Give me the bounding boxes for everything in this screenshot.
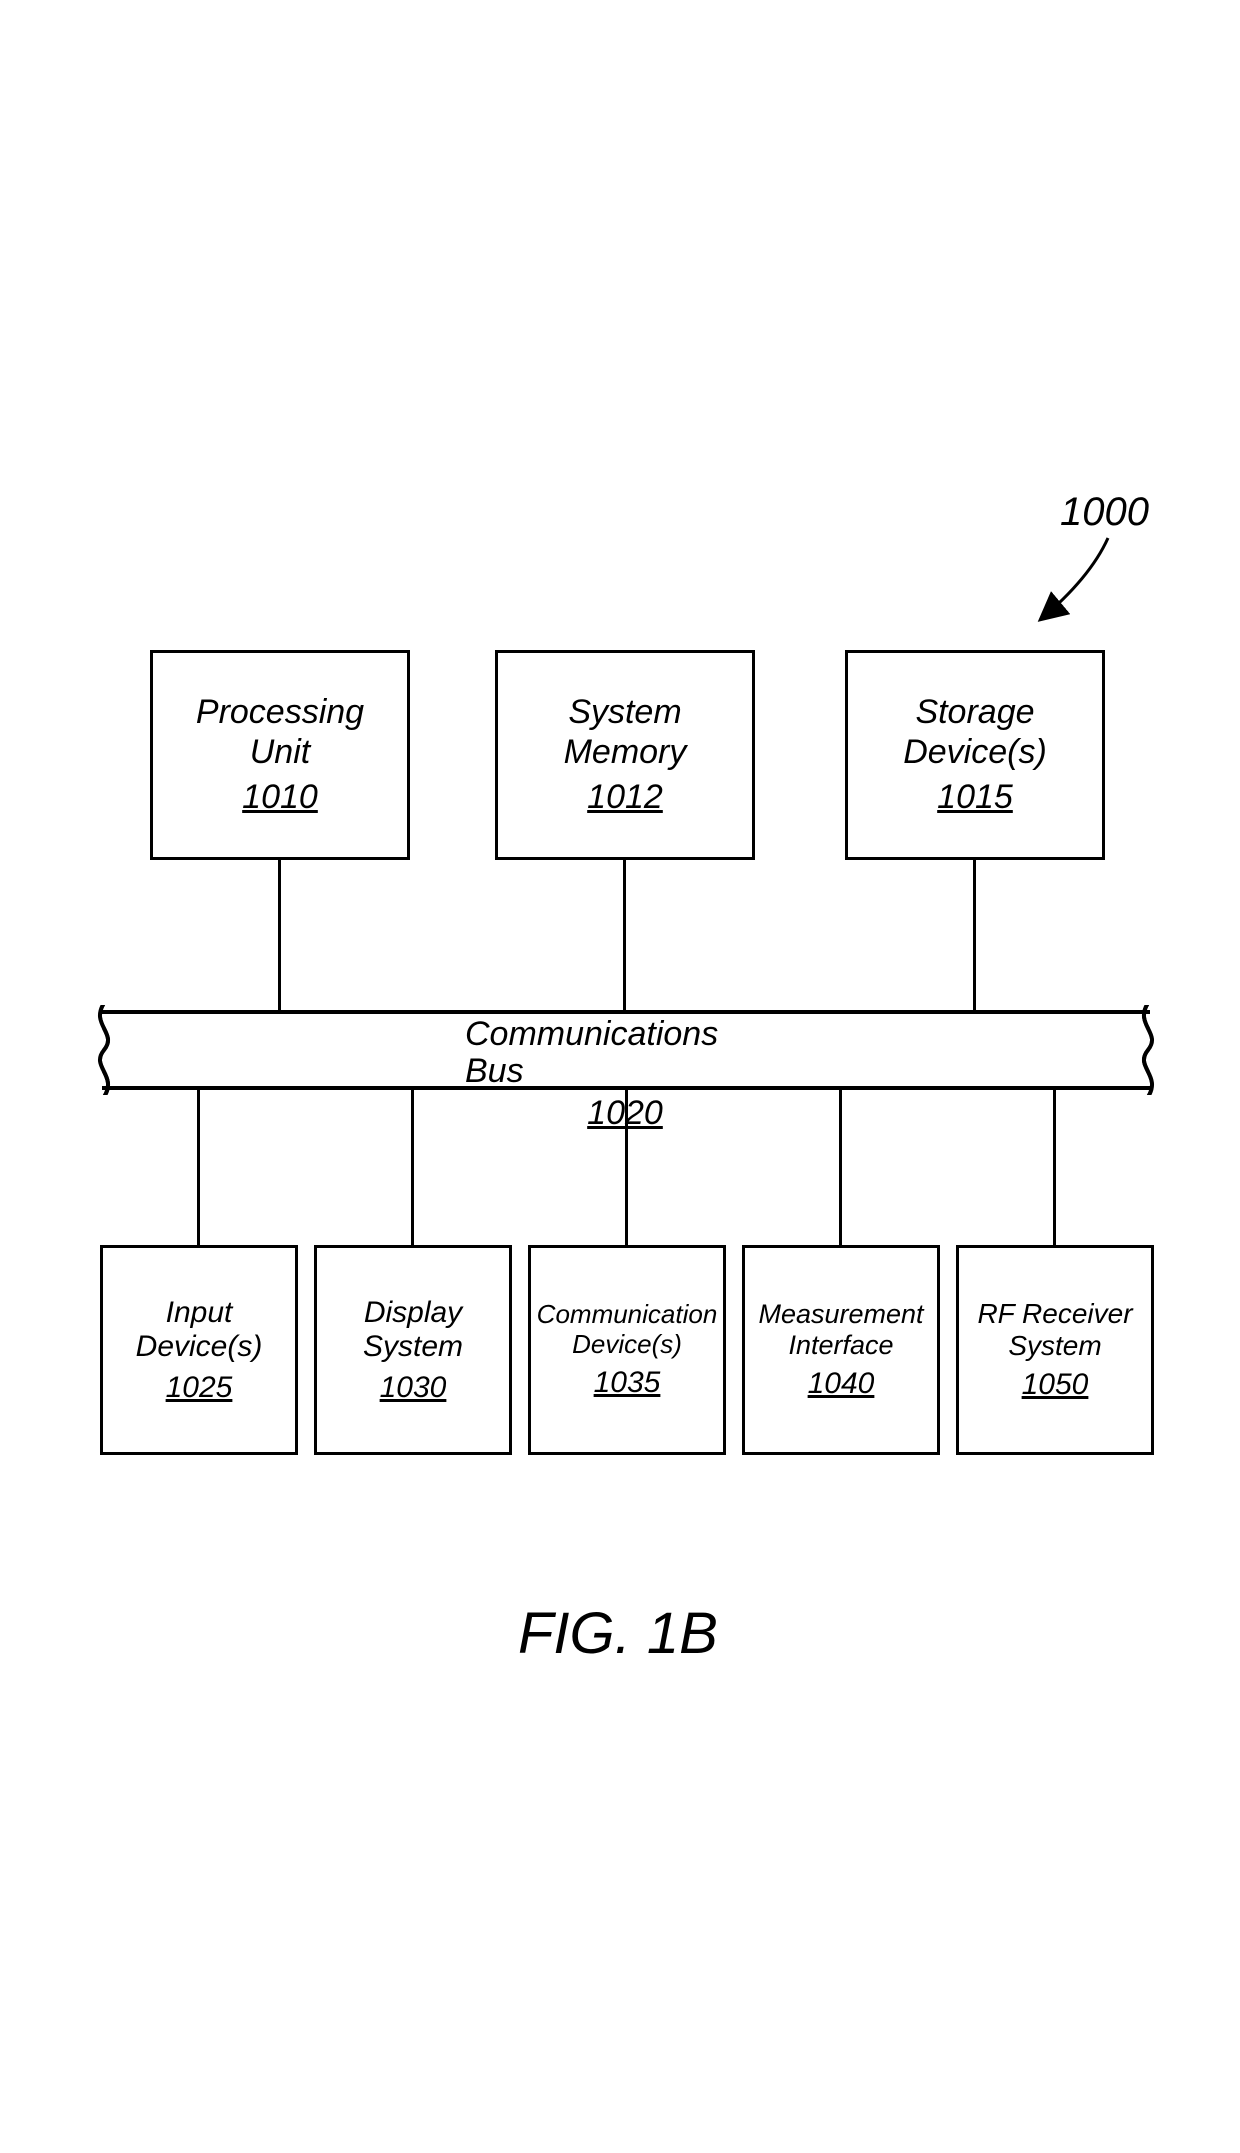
block-title: CommunicationDevice(s) — [537, 1300, 718, 1360]
figure-label-text: FIG. 1B — [518, 1601, 718, 1666]
block-storage-devices: StorageDevice(s) 1015 — [845, 650, 1105, 860]
block-input-devices: InputDevice(s) 1025 — [100, 1245, 298, 1455]
block-rf-receiver-system: RF ReceiverSystem 1050 — [956, 1245, 1154, 1455]
block-communication-devices: CommunicationDevice(s) 1035 — [528, 1245, 726, 1455]
block-title-text: RF ReceiverSystem — [977, 1298, 1132, 1361]
connector-line — [625, 1090, 628, 1245]
block-title: SystemMemory — [564, 693, 687, 771]
block-ref: 1035 — [594, 1366, 661, 1400]
block-ref: 1040 — [808, 1367, 875, 1401]
block-title: MeasurementInterface — [758, 1299, 923, 1361]
block-title-text: SystemMemory — [564, 693, 687, 770]
communications-bus: Communications Bus 1020 — [100, 1010, 1150, 1090]
reference-arrow — [1000, 528, 1130, 638]
block-title: StorageDevice(s) — [903, 693, 1047, 771]
block-title-text: InputDevice(s) — [136, 1296, 263, 1364]
block-ref: 1015 — [937, 778, 1013, 817]
block-title: RF ReceiverSystem — [977, 1298, 1132, 1362]
block-title-text: MeasurementInterface — [758, 1299, 923, 1360]
block-ref: 1012 — [587, 778, 663, 817]
connector-line — [197, 1090, 200, 1245]
block-ref: 1030 — [380, 1371, 447, 1405]
block-title-text: DisplaySystem — [363, 1296, 463, 1364]
block-display-system: DisplaySystem 1030 — [314, 1245, 512, 1455]
diagram-stage: 1000 ProcessingUnit 1010 SystemMemory 10… — [0, 0, 1240, 2153]
connector-line — [278, 860, 281, 1010]
block-ref: 1025 — [166, 1371, 233, 1405]
block-title: DisplaySystem — [363, 1296, 463, 1365]
block-title: ProcessingUnit — [196, 693, 364, 771]
connector-line — [973, 860, 976, 1010]
connector-line — [623, 860, 626, 1010]
block-title-text: StorageDevice(s) — [903, 693, 1047, 770]
block-ref: 1050 — [1022, 1368, 1089, 1402]
block-system-memory: SystemMemory 1012 — [495, 650, 755, 860]
figure-label: FIG. 1B — [518, 1600, 718, 1667]
block-measurement-interface: MeasurementInterface 1040 — [742, 1245, 940, 1455]
block-title-text: ProcessingUnit — [196, 693, 364, 770]
bus-break-left — [72, 1005, 132, 1095]
connector-line — [1053, 1090, 1056, 1245]
connector-line — [411, 1090, 414, 1245]
block-processing-unit: ProcessingUnit 1010 — [150, 650, 410, 860]
bus-break-right — [1120, 1005, 1180, 1095]
block-ref: 1010 — [242, 778, 318, 817]
block-title-text: CommunicationDevice(s) — [537, 1299, 718, 1359]
bus-label-text: Communications Bus — [465, 1016, 785, 1091]
connector-line — [839, 1090, 842, 1245]
block-title: InputDevice(s) — [136, 1296, 263, 1365]
